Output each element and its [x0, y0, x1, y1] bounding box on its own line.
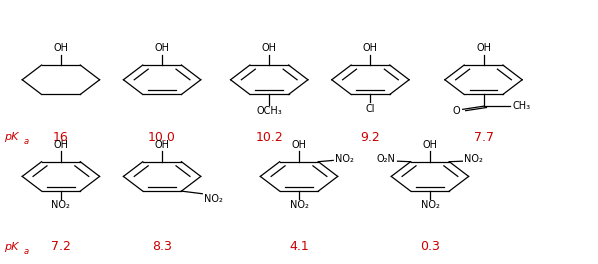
Text: a: a: [23, 138, 29, 147]
Text: OH: OH: [53, 43, 68, 53]
Text: 16: 16: [53, 131, 69, 144]
Text: NO₂: NO₂: [51, 200, 71, 210]
Text: 10.2: 10.2: [255, 131, 283, 144]
Text: pK: pK: [4, 132, 19, 142]
Text: 8.3: 8.3: [152, 241, 172, 253]
Text: OH: OH: [291, 140, 307, 150]
Text: NO₂: NO₂: [204, 194, 223, 204]
Text: NO₂: NO₂: [289, 200, 309, 210]
Text: 4.1: 4.1: [289, 241, 309, 253]
Text: 9.2: 9.2: [361, 131, 380, 144]
Text: OH: OH: [422, 140, 438, 150]
Text: 10.0: 10.0: [148, 131, 176, 144]
Text: NO₂: NO₂: [420, 200, 440, 210]
Text: a: a: [23, 247, 29, 256]
Text: 7.7: 7.7: [474, 131, 493, 144]
Text: OH: OH: [476, 43, 491, 53]
Text: OH: OH: [155, 140, 170, 150]
Text: OCH₃: OCH₃: [257, 106, 282, 116]
Text: CH₃: CH₃: [512, 101, 530, 111]
Text: NO₂: NO₂: [464, 154, 483, 164]
Text: 0.3: 0.3: [420, 241, 440, 253]
Text: O: O: [452, 106, 460, 116]
Text: OH: OH: [53, 140, 68, 150]
Text: 7.2: 7.2: [51, 241, 71, 253]
Text: pK: pK: [4, 242, 19, 252]
Text: NO₂: NO₂: [335, 154, 354, 164]
Text: OH: OH: [262, 43, 277, 53]
Text: Cl: Cl: [365, 103, 375, 114]
Text: OH: OH: [363, 43, 378, 53]
Text: O₂N: O₂N: [377, 154, 396, 164]
Text: OH: OH: [155, 43, 170, 53]
